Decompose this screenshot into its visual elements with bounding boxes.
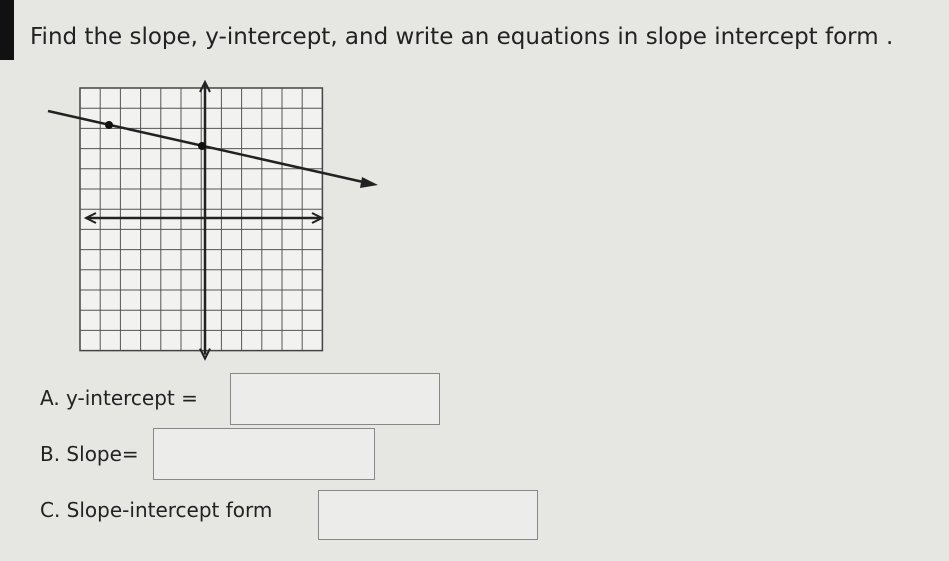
answer-input[interactable] (153, 428, 375, 480)
arrow (311, 212, 325, 224)
arrow (199, 348, 211, 361)
arrow (83, 212, 97, 224)
graph-line (47, 109, 373, 186)
side-bar (0, 0, 14, 60)
answer-input[interactable] (230, 373, 440, 425)
part-label: A. y-intercept = (40, 386, 198, 410)
part-label: C. Slope-intercept form (40, 498, 273, 522)
part-label: B. Slope= (40, 442, 139, 466)
point (198, 142, 206, 150)
arrow (199, 79, 211, 93)
question: Find the slope, y-intercept, and write a… (30, 24, 894, 50)
arrow (360, 177, 378, 188)
answer-input[interactable] (318, 490, 538, 540)
graph (47, 79, 378, 361)
point (105, 121, 113, 129)
